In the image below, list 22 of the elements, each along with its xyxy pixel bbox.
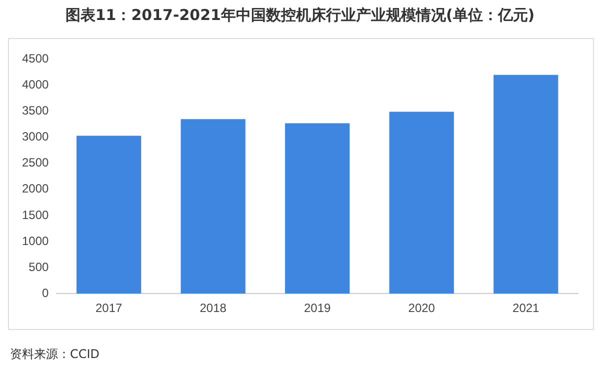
- bar: [76, 136, 142, 294]
- x-tick-label: 2021: [512, 301, 540, 316]
- y-tick-label: 2000: [22, 182, 50, 196]
- chart-title: 图表11：2017-2021年中国数控机床行业产业规模情况(单位：亿元): [64, 6, 536, 25]
- x-tick-label: 2019: [304, 301, 332, 316]
- x-tick-label: 2020: [408, 301, 436, 316]
- bar: [180, 119, 246, 294]
- y-tick-label: 4500: [22, 52, 50, 66]
- bar: [494, 74, 558, 294]
- bar: [389, 112, 454, 294]
- y-tick-label: 3000: [22, 130, 50, 144]
- y-tick-label: 4000: [22, 78, 50, 92]
- y-tick-label: 1500: [22, 208, 50, 222]
- y-tick-label: 500: [28, 260, 50, 274]
- x-tick-label: 2017: [95, 301, 122, 316]
- text: 资料来源：CCID: [10, 346, 100, 363]
- y-tick-label: 1000: [22, 234, 50, 248]
- y-tick-label: 3500: [22, 104, 50, 118]
- bar: [285, 123, 350, 294]
- y-tick-label: 2500: [22, 156, 50, 170]
- y-tick-label: 0: [42, 286, 50, 300]
- x-tick-label: 2018: [200, 301, 227, 316]
